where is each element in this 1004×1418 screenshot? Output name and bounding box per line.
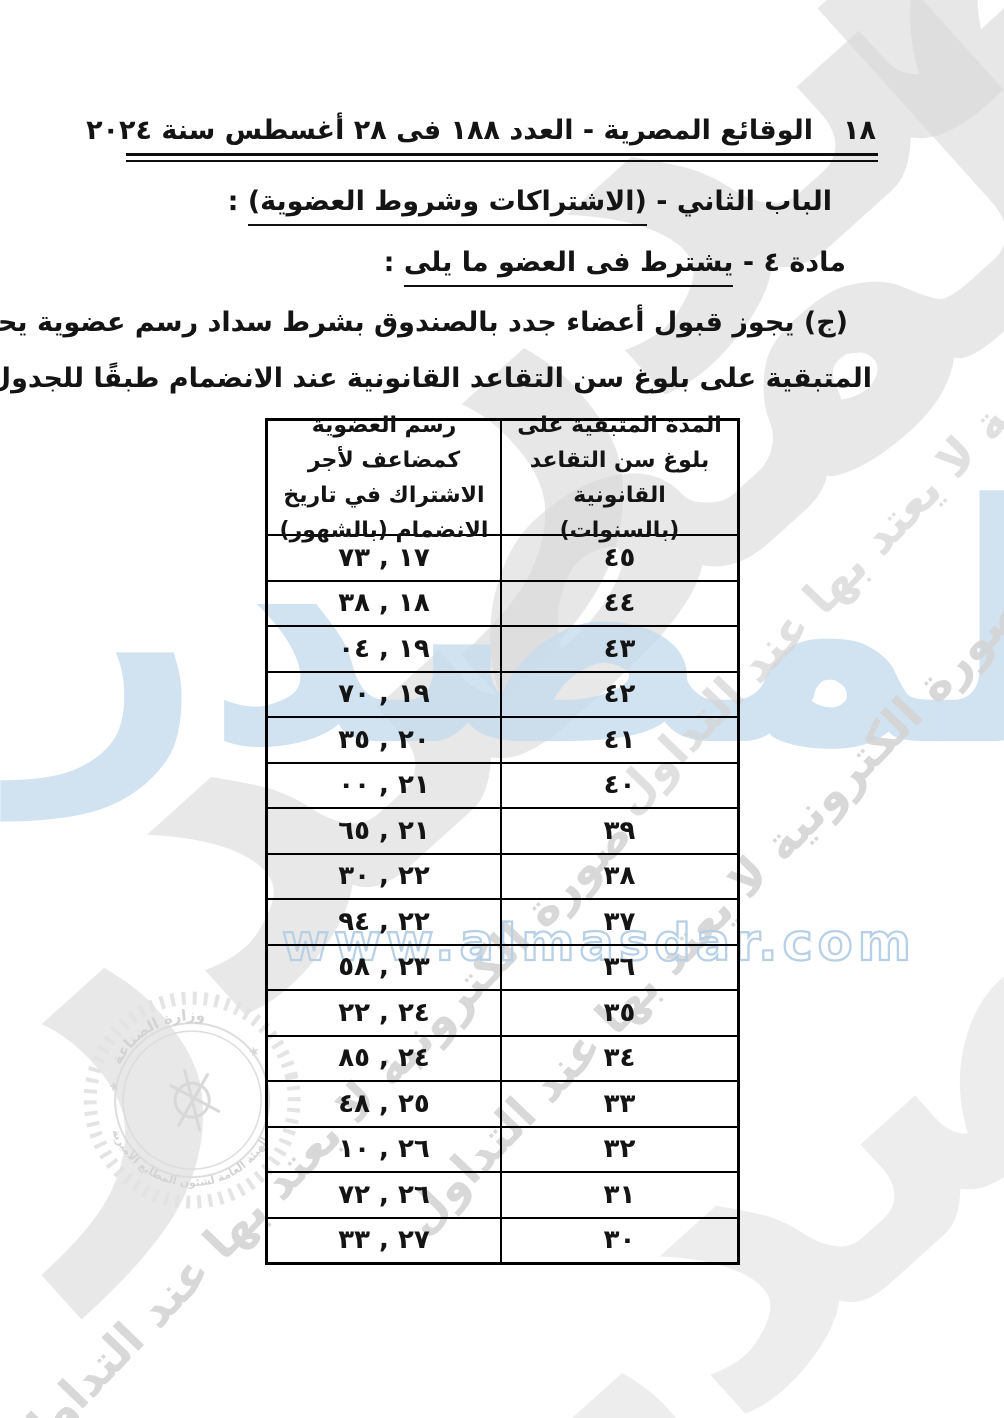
fee-cell: ٢٢ , ٣٠ bbox=[338, 861, 430, 892]
fee-cell: ٢٠ , ٣٥ bbox=[338, 724, 430, 755]
article-heading: مادة ٤ - يشترط فى العضو ما يلى : bbox=[383, 247, 846, 287]
years-cell: ٤١ bbox=[500, 718, 737, 762]
fee-cell: ١٧ , ٧٣ bbox=[338, 542, 430, 573]
table-row: ٣٧ ٢٢ , ٩٤ bbox=[268, 900, 737, 946]
chapter-underlined: (الاشتراكات وشروط العضوية) bbox=[247, 186, 647, 226]
fee-cell: ٢١ , ٠٠ bbox=[338, 770, 430, 801]
fee-cell: ٢٢ , ٩٤ bbox=[338, 906, 430, 937]
fee-cell: ٢٤ , ٢٢ bbox=[338, 997, 430, 1028]
table-row: ٤٣ ١٩ , ٠٤ bbox=[268, 627, 737, 673]
fee-cell: ١٨ , ٣٨ bbox=[338, 588, 430, 619]
years-cell: ٣٣ bbox=[500, 1082, 737, 1126]
table-row: ٣٢ ٢٦ , ١٠ bbox=[268, 1127, 737, 1173]
fee-table-header-row: المدة المتبقية على بلوغ سن التقاعد القان… bbox=[268, 412, 737, 543]
years-cell: ٣٥ bbox=[500, 991, 737, 1035]
fee-cell: ١٩ , ٠٤ bbox=[338, 633, 430, 664]
table-row: ٣٩ ٢١ , ٦٥ bbox=[268, 809, 737, 855]
table-row: ٣٨ ٢٢ , ٣٠ bbox=[268, 854, 737, 900]
table-row: ٣٤ ٢٤ , ٨٥ bbox=[268, 1036, 737, 1082]
table-row: ٤١ ٢٠ , ٣٥ bbox=[268, 718, 737, 764]
fee-table-body: ٤٥ ١٧ , ٧٣ ٤٤ ١٨ , ٣٨ ٤٣ ١٩ , ٠٤ ٤٢ ١٩ , ٧٠ ٤١ ٢٠… bbox=[268, 536, 737, 1262]
article-underlined: يشترط فى العضو ما يلى bbox=[403, 247, 734, 287]
table-row: ٤٢ ١٩ , ٧٠ bbox=[268, 672, 737, 718]
page-header: ١٨ الوقائع المصرية - العدد ١٨٨ فى ٢٨ أغس… bbox=[86, 108, 876, 152]
chapter-colon: : bbox=[227, 186, 248, 217]
years-cell: ٤٢ bbox=[500, 672, 737, 716]
table-row: ٣٠ ٢٧ , ٣٣ bbox=[268, 1218, 737, 1262]
table-row: ٤٠ ٢١ , ٠٠ bbox=[268, 763, 737, 809]
table-row: ٤٥ ١٧ , ٧٣ bbox=[268, 536, 737, 582]
years-cell: ٣٦ bbox=[500, 945, 737, 989]
article-prefix: مادة ٤ - bbox=[733, 247, 846, 278]
years-cell: ٣٧ bbox=[500, 900, 737, 944]
paragraph-line-1: (ج) يجوز قبول أعضاء جدد بالصندوق بشرط سد… bbox=[0, 307, 848, 338]
chapter-heading: الباب الثاني - (الاشتراكات وشروط العضوية… bbox=[227, 186, 832, 226]
fee-cell: ٢٥ , ٤٨ bbox=[338, 1088, 430, 1119]
fee-cell: ٢٦ , ٧٢ bbox=[338, 1179, 430, 1210]
fee-cell: ٢٣ , ٥٨ bbox=[338, 952, 430, 983]
years-cell: ٣٠ bbox=[500, 1218, 737, 1262]
chapter-prefix: الباب الثاني - bbox=[646, 186, 832, 217]
years-cell: ٣٢ bbox=[500, 1127, 737, 1171]
years-column-header: المدة المتبقية على بلوغ سن التقاعد القان… bbox=[500, 413, 737, 543]
years-cell: ٣٩ bbox=[500, 809, 737, 853]
table-row: ٣٦ ٢٣ , ٥٨ bbox=[268, 945, 737, 991]
table-row: ٤٤ ١٨ , ٣٨ bbox=[268, 581, 737, 627]
years-cell: ٤٥ bbox=[500, 536, 737, 580]
page-number: ١٨ bbox=[843, 114, 876, 146]
years-cell: ٤٠ bbox=[500, 763, 737, 807]
table-row: ٣٣ ٢٥ , ٤٨ bbox=[268, 1082, 737, 1128]
fee-cell: ٢١ , ٦٥ bbox=[338, 815, 430, 846]
years-cell: ٤٤ bbox=[500, 581, 737, 625]
years-cell: ٣١ bbox=[500, 1173, 737, 1217]
article-colon: : bbox=[383, 247, 404, 278]
years-cell: ٣٤ bbox=[500, 1036, 737, 1080]
table-row: ٣١ ٢٦ , ٧٢ bbox=[268, 1173, 737, 1219]
fee-cell: ٢٦ , ١٠ bbox=[338, 1134, 430, 1165]
years-cell: ٤٣ bbox=[500, 627, 737, 671]
fee-cell: ٢٤ , ٨٥ bbox=[338, 1043, 430, 1074]
paragraph-line-2: المتبقية على بلوغ سن التقاعد القانونية ع… bbox=[0, 363, 872, 394]
gazette-title: الوقائع المصرية - العدد ١٨٨ فى ٢٨ أغسطس … bbox=[86, 114, 814, 146]
fee-column-header: رسم العضوية كمضاعف لأجر الاشتراك في تاري… bbox=[279, 412, 489, 543]
header-double-rule bbox=[126, 153, 878, 162]
fee-cell: ٢٧ , ٣٣ bbox=[338, 1225, 430, 1256]
membership-fee-table: المدة المتبقية على بلوغ سن التقاعد القان… bbox=[265, 412, 740, 1265]
table-row: ٣٥ ٢٤ , ٢٢ bbox=[268, 991, 737, 1037]
fee-cell: ١٩ , ٧٠ bbox=[338, 679, 430, 710]
years-cell: ٣٨ bbox=[500, 854, 737, 898]
